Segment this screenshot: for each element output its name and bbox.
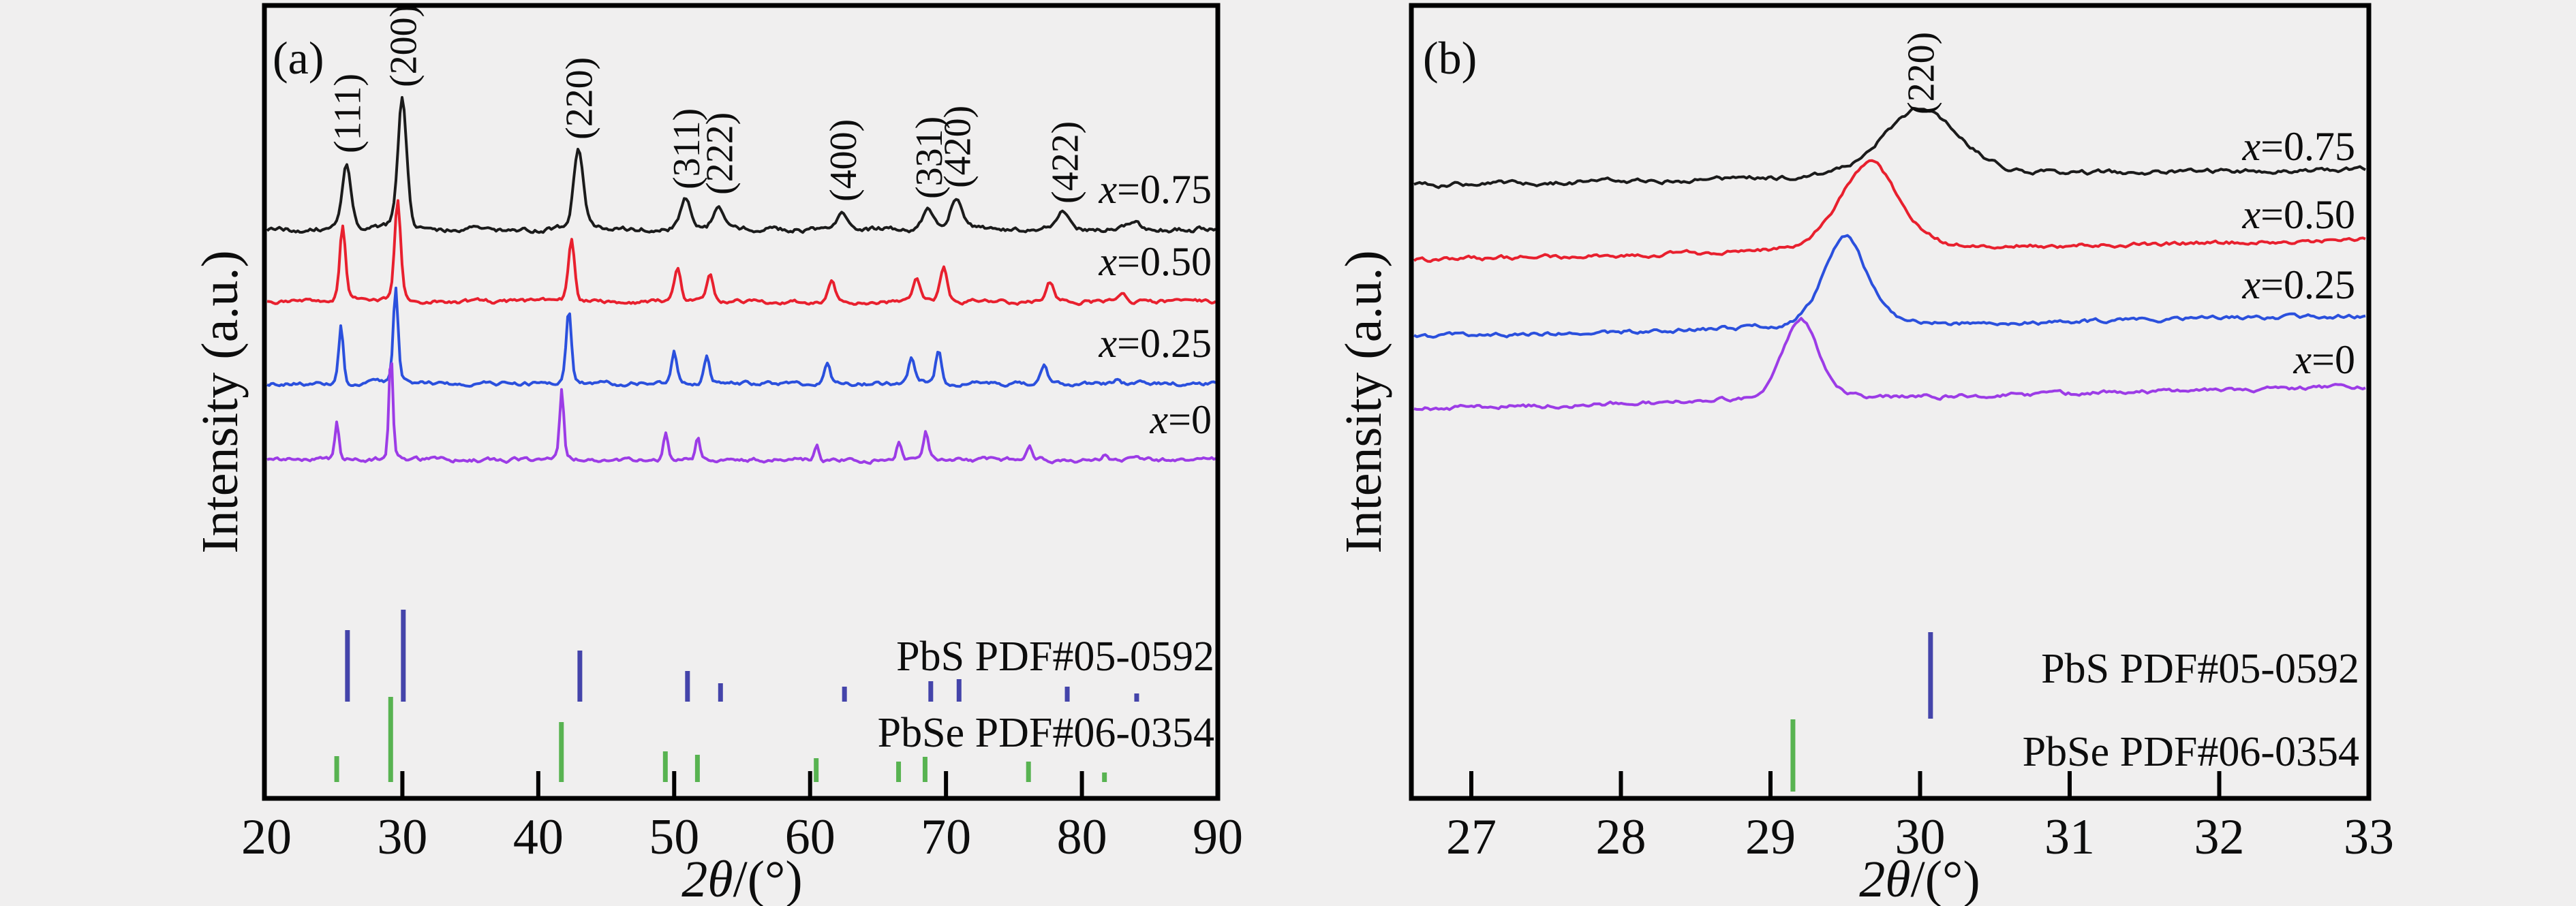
xrd-curve-x-0.50 [266, 199, 1216, 307]
x-axis-label: 2θ/(°) [1859, 851, 1980, 906]
xrd-curve-x-0.25 [266, 286, 1216, 388]
x-tick-label: 30 [1895, 809, 1946, 865]
xrd-curve-zoom-x-0.25 [1413, 234, 2366, 339]
panel-label-b: (b) [1423, 32, 1477, 84]
x-tick-label: 60 [785, 809, 835, 865]
xrd-curve-zoom-x-0.75 [1413, 106, 2366, 189]
peak-label-222: (222) [699, 112, 741, 195]
ref-label: PbS PDF#05-0592 [896, 634, 1214, 680]
series-label-x-0: x=0 [1150, 397, 1212, 442]
xrd-curve-zoom-x-0 [1413, 317, 2366, 411]
x-tick-label: 80 [1057, 809, 1107, 865]
x-tick-label: 29 [1745, 809, 1796, 865]
x-tick-label: 27 [1446, 809, 1497, 865]
x-tick-label: 32 [2194, 809, 2245, 865]
x-tick-label: 28 [1596, 809, 1646, 865]
series-label-x-0: x=0 [2293, 337, 2355, 382]
peak-label-331: (331) [908, 116, 951, 199]
xrd-curve-zoom-x-0.50 [1413, 159, 2366, 263]
panel-b-border [1409, 3, 2372, 801]
peak-label-200: (200) [382, 5, 425, 87]
x-tick-label: 50 [649, 809, 699, 865]
series-label-x-0.75: x=0.75 [1099, 167, 1212, 212]
series-label-x-0.25: x=0.25 [1099, 321, 1212, 366]
panel-label-a: (a) [273, 32, 324, 84]
series-label-x-0.75: x=0.75 [2242, 124, 2355, 169]
peak-label-400: (400) [823, 119, 865, 202]
xrd-curve-x-0.75 [266, 96, 1216, 234]
x-tick-label: 40 [513, 809, 564, 865]
ref-label: PbS PDF#05-0592 [2041, 646, 2359, 692]
series-label-x-0.25: x=0.25 [2242, 262, 2355, 307]
peak-label-420: (420) [936, 106, 979, 188]
y-axis-label: Intensity (a.u.) [1335, 250, 1392, 553]
x-tick-label: 33 [2344, 809, 2394, 865]
peak-label-220: (220) [559, 57, 601, 140]
y-axis-label: Intensity (a.u.) [191, 250, 249, 553]
ref-label: PbSe PDF#06-0354 [878, 710, 1214, 756]
ref-row-pbse: PbSe PDF#06-0354 [334, 697, 1214, 782]
x-axis-label: 2θ/(°) [681, 851, 802, 906]
x-tick-label: 30 [377, 809, 427, 865]
peak-label-422: (422) [1045, 121, 1087, 204]
x-tick-label: 70 [921, 809, 971, 865]
x-tick-label: 31 [2044, 809, 2095, 865]
series-label-x-0.50: x=0.50 [2242, 192, 2355, 237]
panel-a-border [262, 3, 1221, 801]
xrd-curve-x-0 [266, 362, 1216, 465]
peak-label-111: (111) [327, 74, 369, 153]
x-tick-label: 90 [1193, 809, 1243, 865]
x-tick-label: 20 [241, 809, 292, 865]
series-label-x-0.50: x=0.50 [1099, 239, 1212, 284]
peak-label-311: (311) [666, 108, 708, 189]
ref-label: PbSe PDF#06-0354 [2023, 729, 2359, 775]
ref-row-pbs: PbS PDF#05-0592 [345, 610, 1214, 702]
peak-label-220-zoom: (220) [1901, 32, 1943, 114]
